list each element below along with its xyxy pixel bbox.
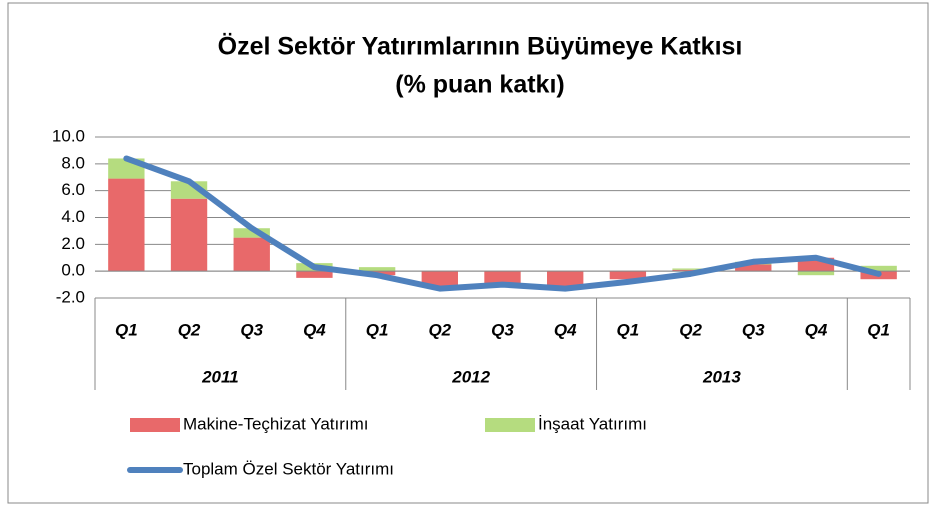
x-tick-label: Q3 [742,320,765,339]
bar [233,237,270,272]
x-tick-label: Q1 [366,320,389,339]
bar [170,198,208,272]
y-tick-label: 2.0 [61,234,85,253]
chart-subtitle: (% puan katkı) [395,71,564,99]
bar [797,271,835,276]
group-label: 2013 [702,367,741,386]
bar [296,271,333,278]
legend-label: İnşaat Yatırımı [538,414,647,433]
bar [735,264,772,272]
x-tick-label: Q4 [554,320,577,339]
bar [108,178,145,272]
y-tick-label: 6.0 [61,180,85,199]
y-tick-label: 4.0 [61,207,85,226]
x-tick-label: Q1 [867,320,890,339]
bar [421,271,458,288]
legend-label: Makine-Teçhizat Yatırımı [183,414,369,433]
chart-title: Özel Sektör Yatırımlarının Büyümeye Katk… [218,32,743,61]
y-tick-label: 0.0 [61,261,85,280]
bar [609,271,647,280]
y-tick-label: 8.0 [61,153,85,172]
bar [672,269,709,272]
x-tick-label: Q1 [115,320,138,339]
legend-swatch [485,418,535,432]
group-label: 2011 [201,367,239,386]
y-tick-label: -2.0 [56,287,85,306]
x-tick-label: Q2 [679,320,702,339]
x-tick-label: Q3 [240,320,263,339]
bar [860,265,897,272]
x-tick-label: Q1 [617,320,640,339]
line [123,155,882,292]
bar [547,271,584,288]
x-tick-label: Q2 [178,320,201,339]
bar [358,267,396,272]
bar [233,228,270,238]
group-label: 2012 [451,367,490,386]
x-tick-label: Q3 [491,320,514,339]
x-tick-label: Q4 [805,320,828,339]
bar [672,268,709,270]
x-tick-label: Q4 [303,320,326,339]
legend-swatch [130,418,180,432]
legend-label: Toplam Özel Sektör Yatırımı [183,459,394,478]
x-tick-label: Q2 [428,320,451,339]
y-tick-label: 10.0 [52,126,85,145]
